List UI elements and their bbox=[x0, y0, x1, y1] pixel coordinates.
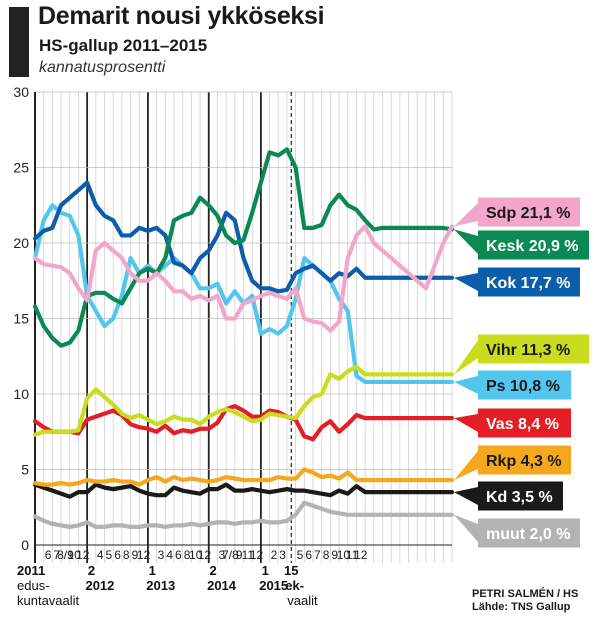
x-month-label: 12 bbox=[137, 548, 151, 562]
legend-box-muut bbox=[478, 518, 580, 548]
x-month-label: 6 bbox=[114, 548, 121, 562]
series-line-vihr bbox=[32, 364, 455, 437]
legend-box-vas bbox=[478, 408, 571, 438]
x-year-sublabel: ek- bbox=[285, 578, 304, 593]
x-month-label: 11 bbox=[242, 548, 255, 562]
y-tick-label: 25 bbox=[13, 160, 29, 176]
y-tick-label: 5 bbox=[21, 462, 29, 478]
x-month-label: 6 bbox=[45, 548, 52, 562]
y-tick-label: 20 bbox=[13, 235, 29, 251]
x-month-label: 7/8 bbox=[222, 548, 239, 562]
x-month-label: 12 bbox=[354, 548, 368, 562]
legend-connector-rkp bbox=[454, 451, 478, 481]
x-month-label: 10 bbox=[67, 548, 81, 562]
x-month-label: 7 bbox=[53, 548, 60, 562]
chart-credit: PETRI SALMÉN / HS Lähde: TNS Gallup bbox=[472, 588, 578, 614]
x-month-label: 9 bbox=[236, 548, 243, 562]
legend-label-kok: Kok 17,7 % bbox=[486, 275, 570, 292]
x-annotation-label: vaalit bbox=[287, 593, 318, 608]
legend-connector-vas bbox=[454, 414, 478, 432]
series-line-kd bbox=[32, 482, 455, 499]
x-month-label: 12 bbox=[76, 548, 90, 562]
x-month-label: 8/9 bbox=[57, 548, 74, 562]
chart-subtitle: HS-gallup 2011–2015 bbox=[39, 36, 208, 55]
chart-title: Demarit nousi ykköseksi bbox=[38, 2, 325, 30]
legend-box-kesk bbox=[478, 230, 589, 260]
x-year-sublabel: 2012 bbox=[85, 578, 114, 593]
series-line-vas bbox=[32, 403, 455, 442]
y-tick-label: 30 bbox=[13, 84, 29, 100]
x-year-sublabel: 2015 bbox=[259, 578, 288, 593]
x-year-label: 15 bbox=[284, 563, 298, 578]
series-line-rkp bbox=[32, 467, 455, 487]
x-month-label: 12 bbox=[198, 548, 212, 562]
x-month-label: 8 bbox=[323, 548, 330, 562]
x-month-label: 7 bbox=[314, 548, 321, 562]
legend-label-kesk: Kesk 20,9 % bbox=[486, 238, 579, 255]
legend-box-ps bbox=[478, 370, 571, 400]
credit-author: PETRI SALMÉN / HS bbox=[472, 588, 579, 600]
legend-box-vihr bbox=[478, 334, 589, 364]
x-year-label: 2011 bbox=[17, 563, 45, 578]
x-month-label: 3 bbox=[158, 548, 165, 562]
chart-unit: kannatusprosentti bbox=[39, 59, 166, 76]
x-month-label: 12 bbox=[250, 548, 264, 562]
legend-connector-sdp bbox=[454, 203, 478, 227]
x-month-label: 6 bbox=[175, 548, 182, 562]
x-annotation-label: edus- bbox=[17, 578, 50, 593]
legend-label-kd: Kd 3,5 % bbox=[486, 489, 553, 506]
x-month-label: 11 bbox=[346, 548, 359, 562]
legend-label-sdp: Sdp 21,1 % bbox=[486, 205, 570, 222]
series-line-kesk bbox=[32, 147, 455, 348]
x-year-label: 1 bbox=[149, 563, 156, 578]
x-month-label: 4 bbox=[97, 548, 104, 562]
x-month-label: 3 bbox=[279, 548, 286, 562]
x-month-label: 6 bbox=[305, 548, 312, 562]
x-year-label: 1 bbox=[262, 563, 269, 578]
title-accent-bar bbox=[9, 7, 29, 77]
x-month-label: 5 bbox=[297, 548, 304, 562]
x-year-sublabel: 2014 bbox=[207, 578, 237, 593]
x-year-sublabel: 2013 bbox=[146, 578, 175, 593]
legend-connector-kok bbox=[454, 273, 478, 291]
legend-box-kok bbox=[478, 267, 580, 297]
legend-connector-ps bbox=[454, 376, 478, 394]
x-year-label: 2 bbox=[209, 563, 216, 578]
legend-label-vas: Vas 8,4 % bbox=[486, 416, 559, 433]
legend-label-muut: muut 2,0 % bbox=[486, 526, 570, 543]
x-year-label: 2 bbox=[88, 563, 95, 578]
x-month-label: 2 bbox=[271, 548, 278, 562]
series-line-sdp bbox=[32, 224, 455, 333]
y-tick-label: 15 bbox=[13, 311, 29, 327]
legend-label-rkp: Rkp 4,3 % bbox=[486, 453, 562, 470]
legend-label-ps: Ps 10,8 % bbox=[486, 378, 560, 395]
x-month-label: 9 bbox=[132, 548, 139, 562]
x-annotation-label: kuntavaalit bbox=[17, 593, 80, 608]
y-tick-label: 10 bbox=[13, 386, 29, 402]
x-month-label: 8 bbox=[123, 548, 130, 562]
legend-connector-vihr bbox=[454, 340, 478, 375]
legend-connector-kd bbox=[454, 487, 478, 505]
x-month-label: 9 bbox=[331, 548, 338, 562]
x-month-label: 3 bbox=[218, 548, 225, 562]
y-tick-label: 0 bbox=[21, 537, 29, 553]
x-month-label: 10 bbox=[189, 548, 203, 562]
x-month-label: 5 bbox=[106, 548, 113, 562]
series-line-kok bbox=[32, 180, 455, 294]
legend-box-rkp bbox=[478, 445, 571, 475]
x-month-label: 4 bbox=[166, 548, 173, 562]
legend-label-vihr: Vihr 11,3 % bbox=[486, 342, 570, 359]
legend-box-sdp bbox=[478, 197, 580, 227]
legend-box-kd bbox=[478, 481, 563, 511]
legend-connector-muut bbox=[454, 514, 478, 542]
legend-connector-kesk bbox=[454, 229, 478, 254]
series-line-muut bbox=[32, 500, 455, 529]
x-month-label: 10 bbox=[337, 548, 351, 562]
x-month-label: 8 bbox=[184, 548, 191, 562]
credit-source: Lähde: TNS Gallup bbox=[472, 601, 571, 613]
